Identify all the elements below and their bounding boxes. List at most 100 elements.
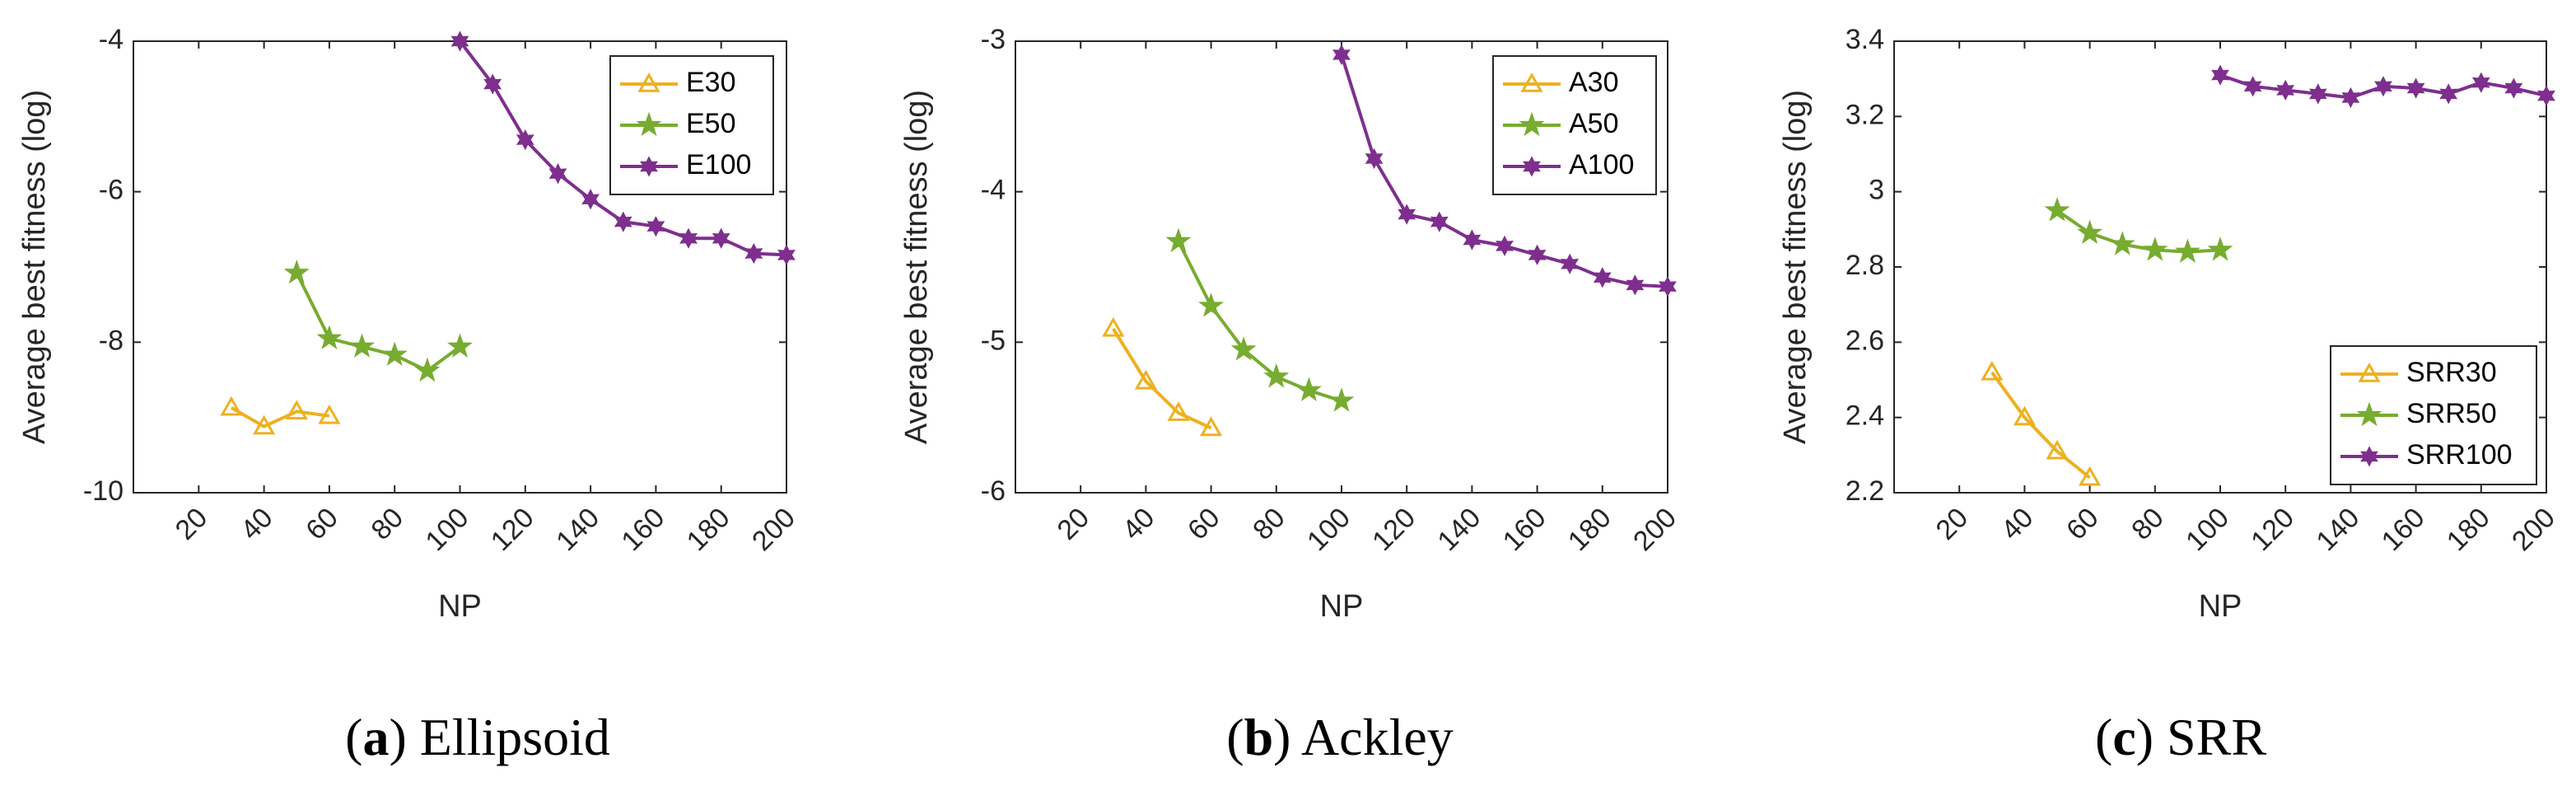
data-point (2439, 83, 2458, 105)
data-point (2077, 219, 2103, 245)
x-tick-label: 180 (681, 502, 736, 557)
caption: (a) Ellipsoid (345, 708, 610, 766)
data-point (283, 259, 310, 284)
legend-marker (637, 72, 660, 92)
data-point (1102, 316, 1125, 337)
data-point (2471, 72, 2490, 93)
x-tick-label: 60 (2060, 502, 2105, 546)
data-point (1332, 44, 1351, 66)
legend-label: E30 (686, 67, 736, 98)
legend: E30 E50 E100 (609, 55, 774, 195)
legend-marker (640, 156, 658, 177)
caption: (b) Ackley (1226, 708, 1454, 766)
y-tick-label: -6 (981, 475, 1006, 507)
data-point (1528, 244, 1547, 266)
y-axis-label: Average best fitness (log) (1778, 90, 1813, 444)
series-A50 (1165, 227, 1355, 412)
y-tick-label: -3 (981, 24, 1006, 55)
x-tick-label: 20 (170, 502, 214, 546)
caption-open: ( (1226, 708, 1244, 766)
legend-marker (2360, 446, 2378, 467)
data-point (2211, 64, 2229, 86)
data-point (381, 341, 408, 367)
series-SRR50 (2044, 197, 2233, 263)
data-point (744, 242, 763, 264)
series-line (1112, 327, 1212, 430)
series-A30 (1102, 316, 1223, 437)
y-tick-label: 2.8 (1846, 250, 1884, 281)
x-tick-label: 140 (1431, 502, 1486, 557)
series-E50 (283, 259, 473, 382)
series-E100 (450, 30, 796, 266)
legend: A30 A50 A100 (1492, 55, 1657, 195)
x-tick-label: 100 (1301, 502, 1356, 557)
data-point (2276, 79, 2295, 101)
data-point (1981, 360, 2004, 381)
data-point (2537, 85, 2555, 106)
data-point (679, 227, 698, 249)
data-point (2174, 238, 2200, 263)
data-point (1659, 276, 1677, 297)
x-tick-label: 80 (366, 502, 410, 546)
data-point (1430, 211, 1449, 232)
y-axis-label: Average best fitness (log) (899, 90, 934, 444)
legend-marker (2358, 362, 2381, 382)
data-point (1165, 227, 1192, 253)
data-point (1496, 235, 1514, 257)
legend-marker (1523, 156, 1541, 177)
legend-label: A100 (1569, 149, 1634, 180)
data-point (614, 211, 632, 232)
x-tick-label: 40 (1117, 502, 1161, 546)
x-tick-label: 20 (1052, 502, 1096, 546)
legend-label: SRR100 (2406, 439, 2513, 470)
data-point (548, 163, 567, 185)
data-point (2308, 83, 2327, 105)
y-tick-label: -4 (99, 24, 124, 55)
chart-panel-1: 20 40 60 80 100 120 140 160 180 200 -6 -5 -4 -3 NP Aver… (899, 24, 1682, 766)
legend-label: A50 (1569, 108, 1619, 139)
data-point (2374, 76, 2392, 97)
x-tick-label: 200 (2506, 502, 2561, 557)
data-point (1230, 336, 1257, 361)
legend-marker (2356, 401, 2382, 427)
data-point (2504, 77, 2523, 99)
series-A100 (1332, 44, 1677, 297)
caption-letter: b (1244, 708, 1274, 766)
data-point (712, 227, 730, 249)
data-point (1295, 377, 1322, 401)
series-SRR100 (2211, 64, 2555, 109)
caption-open: ( (345, 708, 362, 766)
legend-label: E100 (686, 149, 751, 180)
caption-name: Ackley (1290, 708, 1453, 766)
x-tick-label: 200 (746, 502, 801, 557)
data-point (1263, 363, 1290, 388)
y-tick-label: 3.4 (1846, 24, 1884, 55)
legend-label: A30 (1569, 67, 1619, 98)
series-line (1177, 241, 1342, 403)
data-point (1328, 387, 1355, 412)
data-point (1167, 401, 1190, 421)
data-point (2406, 77, 2425, 99)
y-tick-label: 3 (1869, 175, 1884, 206)
data-point (414, 357, 441, 382)
data-point (1134, 369, 1157, 390)
x-tick-label: 20 (1930, 502, 1975, 546)
x-tick-label: 40 (235, 502, 279, 546)
y-tick-label: 2.4 (1846, 400, 1884, 432)
data-point (1561, 253, 1580, 274)
x-tick-label: 60 (300, 502, 344, 546)
caption-paren: ) (2136, 708, 2154, 766)
caption-name: Ellipsoid (407, 708, 610, 766)
data-point (349, 333, 376, 358)
x-tick-label: 40 (1995, 502, 2040, 546)
y-tick-label: 2.2 (1846, 475, 1884, 507)
caption-open: ( (2095, 708, 2112, 766)
x-tick-label: 100 (420, 502, 475, 557)
x-tick-label: 140 (2310, 502, 2365, 557)
legend-marker (636, 111, 662, 137)
x-tick-label: 120 (485, 502, 540, 557)
data-point (581, 189, 600, 210)
y-tick-label: -8 (99, 325, 124, 356)
data-point (2109, 231, 2135, 255)
